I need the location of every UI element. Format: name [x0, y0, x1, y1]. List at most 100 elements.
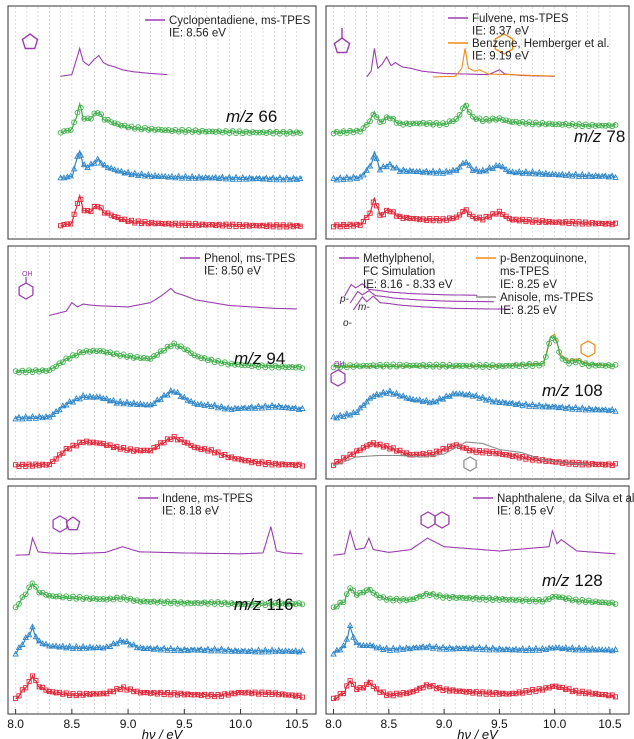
x-tick-label: 8.5: [380, 717, 397, 731]
data-point: [275, 364, 282, 371]
data-point: [513, 597, 519, 604]
data-point: [225, 361, 232, 368]
data-point: [592, 598, 599, 605]
data-point: [420, 685, 426, 691]
data-point: [466, 161, 473, 168]
data-point: [188, 172, 196, 179]
data-point: [253, 129, 260, 136]
data-point: [71, 211, 77, 217]
data-point: [353, 362, 360, 369]
data-point: [609, 222, 615, 228]
data-point: [500, 451, 506, 458]
data-point: [343, 410, 351, 417]
series-gray-anisole-ms-tpes: [333, 441, 588, 467]
data-point: [177, 392, 185, 399]
data-point: [407, 216, 413, 222]
data-point: [423, 590, 430, 597]
data-point: [152, 127, 158, 133]
mz-prefix: m/z: [226, 107, 254, 126]
data-point: [63, 355, 70, 362]
data-point: [60, 450, 66, 456]
data-point: [248, 403, 256, 410]
data-point: [83, 438, 90, 444]
data-point: [403, 362, 410, 368]
data-point: [71, 119, 77, 126]
data-point: [439, 643, 447, 650]
data-point: [165, 127, 172, 133]
data-point: [397, 597, 403, 604]
data-point: [83, 594, 90, 601]
data-point: [213, 222, 219, 228]
data-point: [596, 362, 602, 369]
data-point: [215, 449, 221, 455]
data-point: [283, 174, 290, 181]
data-point: [49, 410, 56, 417]
data-point: [589, 361, 596, 368]
data-point: [529, 687, 536, 693]
data-point: [124, 597, 130, 603]
data-point: [116, 636, 124, 643]
data-point: [231, 404, 239, 411]
data-point: [606, 220, 612, 226]
data-point: [400, 450, 406, 456]
data-point: [436, 394, 443, 401]
data-point: [211, 359, 218, 366]
mz-value: 94: [266, 349, 285, 368]
data-point: [191, 444, 197, 450]
data-point: [427, 684, 433, 690]
data-point: [367, 118, 373, 125]
data-point: [130, 641, 137, 648]
data-point: [506, 596, 513, 603]
data-point: [185, 691, 191, 697]
data-point: [353, 127, 360, 134]
data-point: [87, 692, 93, 698]
data-point: [59, 642, 67, 649]
data-point: [77, 439, 83, 445]
series-purple-p-: [344, 283, 478, 297]
data-point: [469, 644, 477, 651]
data-point: [599, 692, 605, 698]
data-point: [46, 592, 53, 599]
data-point: [489, 115, 496, 122]
data-point: [257, 223, 263, 229]
data-point: [199, 221, 205, 227]
x-tick-label: 9.0: [436, 717, 453, 731]
data-point: [187, 646, 195, 653]
data-point: [347, 451, 353, 457]
data-point: [187, 397, 195, 404]
svg-text:OH: OH: [22, 271, 33, 278]
data-point: [147, 599, 154, 605]
data-point: [212, 129, 219, 135]
series-orange-benzene-hemberger-et-al-: [433, 48, 555, 78]
mz-value: 128: [574, 571, 602, 590]
data-point: [380, 388, 387, 395]
data-point: [73, 394, 80, 401]
data-point: [197, 645, 205, 652]
data-point: [363, 641, 370, 648]
data-point: [353, 639, 361, 646]
data-point: [483, 116, 489, 122]
data-point: [456, 390, 463, 397]
data-point: [238, 404, 245, 411]
data-point: [94, 691, 100, 697]
data-point: [499, 163, 506, 170]
data-point: [595, 406, 603, 413]
data-point: [400, 596, 407, 602]
data-point: [201, 599, 208, 606]
data-point: [137, 400, 144, 407]
data-point: [357, 685, 363, 691]
data-point: [269, 691, 275, 698]
data-point: [114, 686, 120, 692]
data-point: [289, 647, 296, 654]
data-point: [380, 163, 387, 170]
data-point: [15, 643, 23, 650]
data-point: [336, 411, 344, 418]
data-point: [93, 393, 100, 400]
data-point: [353, 408, 361, 415]
data-point: [263, 174, 270, 181]
data-point: [73, 642, 80, 649]
data-point: [466, 390, 473, 397]
data-point: [499, 117, 506, 123]
data-point: [542, 169, 550, 176]
